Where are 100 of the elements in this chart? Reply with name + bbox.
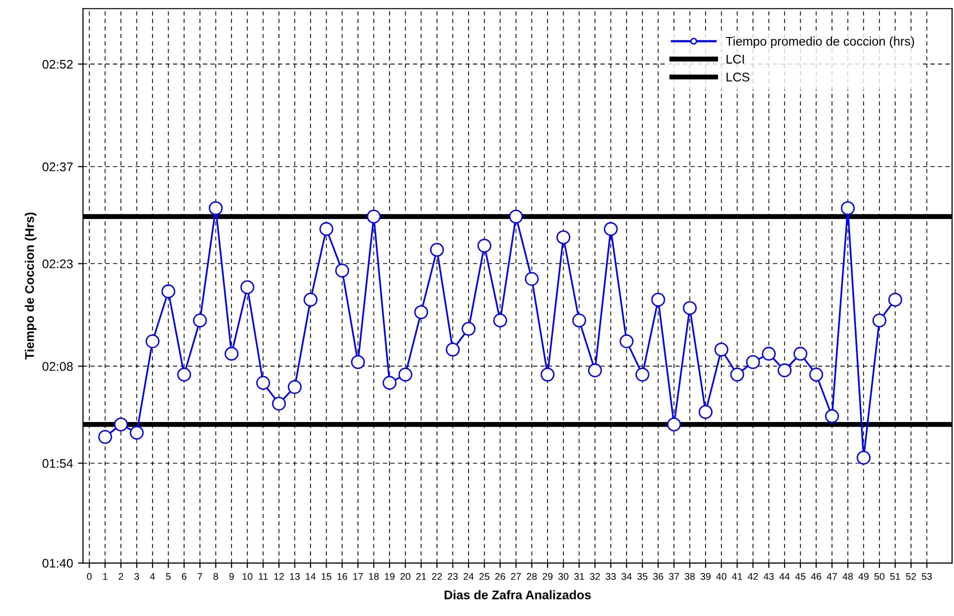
point (856, 450, 871, 465)
point (493, 314, 508, 328)
x-tick-label: 29 (542, 573, 553, 580)
x-tick-label: 31 (574, 573, 584, 580)
point (556, 230, 570, 244)
point (809, 368, 824, 382)
x-tick-label: 34 (622, 573, 632, 580)
point (651, 292, 666, 307)
x-tick-label: 2 (118, 573, 124, 580)
y-axis-title: Tiempo de Coccion (Hrs) (24, 212, 36, 360)
x-tick-label: 17 (353, 573, 363, 580)
point (667, 417, 681, 432)
point (304, 292, 318, 307)
y-tick-label: 02:52 (42, 60, 73, 69)
x-tick-label: 52 (906, 573, 916, 580)
point (572, 314, 586, 328)
x-tick-label: 15 (322, 573, 332, 580)
point (509, 210, 523, 224)
point (888, 292, 902, 307)
point (414, 305, 428, 320)
x-tick-label: 20 (400, 573, 410, 580)
x-tick-label: 30 (558, 573, 568, 580)
x-tick-label: 16 (337, 573, 348, 580)
x-tick-label: 47 (826, 573, 837, 580)
x-tick-label: 14 (306, 573, 316, 580)
x-tick-label: 43 (764, 573, 774, 580)
point (730, 368, 744, 382)
x-tick-label: 45 (795, 573, 806, 580)
x-tick-label: 50 (874, 573, 884, 580)
point (240, 280, 254, 294)
point (698, 405, 713, 419)
y-tick-label: 02:23 (42, 259, 73, 268)
x-tick-label: 12 (274, 573, 284, 580)
x-tick-label: 37 (668, 573, 679, 580)
point (477, 238, 492, 253)
point (430, 242, 444, 257)
point (114, 417, 128, 432)
legend-label: LCS (726, 72, 750, 82)
x-tick-label: 7 (198, 573, 202, 580)
x-tick-label: 36 (653, 573, 664, 580)
x-tick-label: 13 (290, 573, 300, 580)
x-tick-label: 5 (166, 573, 171, 580)
point (620, 334, 634, 348)
x-tick-label: 21 (416, 573, 426, 580)
x-tick-label: 51 (890, 573, 900, 580)
x-tick-label: 0 (86, 573, 92, 580)
point (224, 346, 238, 361)
x-tick-label: 44 (779, 573, 790, 580)
x-tick-label: 24 (464, 573, 474, 580)
x-tick-label: 46 (811, 573, 822, 580)
x-tick-label: 35 (637, 573, 648, 580)
x-tick-label: 3 (134, 573, 139, 580)
point (256, 376, 270, 390)
x-tick-label: 53 (922, 573, 932, 580)
x-tick-label: 11 (258, 573, 268, 580)
point (682, 301, 697, 315)
x-tick-label: 1 (103, 573, 108, 580)
point (540, 368, 555, 382)
point (208, 201, 223, 216)
x-tick-label: 19 (384, 573, 394, 580)
point (177, 368, 192, 382)
legend-label: Tiempo promedio de coccion (hrs) (726, 36, 914, 48)
point (825, 409, 839, 424)
point (382, 376, 396, 390)
point (604, 222, 618, 236)
point (793, 346, 808, 361)
point (635, 368, 650, 382)
x-axis-title: Dias de Zafra Analizados (444, 590, 591, 600)
x-tick-label: 23 (448, 573, 458, 580)
point (335, 264, 350, 278)
x-tick-label: 40 (716, 573, 726, 580)
point (840, 201, 855, 216)
x-tick-label: 33 (606, 573, 616, 580)
x-tick-label: 6 (182, 573, 186, 580)
x-tick-label: 39 (700, 573, 711, 580)
point (272, 396, 286, 411)
point (161, 284, 176, 298)
point (588, 363, 602, 378)
point (446, 342, 460, 357)
point (398, 368, 412, 382)
point (714, 342, 728, 357)
x-tick-label: 25 (479, 573, 490, 580)
y-tick-label: 02:08 (42, 362, 73, 371)
x-tick-label: 48 (842, 573, 853, 580)
x-tick-label: 38 (684, 573, 695, 580)
y-tick-label: 01:54 (42, 459, 73, 468)
y-tick-label: 02:37 (42, 162, 73, 172)
legend-label: LCI (726, 54, 744, 64)
x-tick-label: 22 (432, 573, 442, 580)
point (98, 430, 112, 444)
x-tick-label: 42 (748, 573, 758, 580)
x-tick-label: 41 (732, 573, 742, 580)
x-tick-label: 9 (229, 573, 234, 580)
x-tick-label: 4 (150, 573, 155, 580)
point (130, 426, 144, 440)
point (524, 272, 539, 286)
point (746, 355, 760, 370)
x-tick-label: 8 (213, 573, 218, 580)
x-tick-label: 10 (242, 573, 252, 580)
point (366, 210, 381, 224)
